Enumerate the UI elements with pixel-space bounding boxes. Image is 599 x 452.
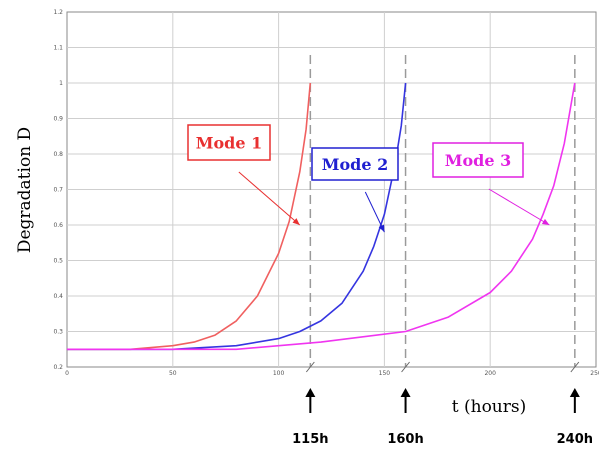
mode-annotations: Mode 1 Mode 2 Mode 3 [187, 124, 550, 233]
y-tick-label: 0.9 [53, 116, 63, 123]
mode-label-box [311, 147, 399, 181]
axis-break-mark [305, 361, 315, 373]
y-tick-label: 0.5 [53, 258, 63, 265]
y-tick-label: 0.8 [53, 151, 63, 158]
event-arrow-head [305, 388, 316, 397]
series-line [67, 82, 312, 351]
mode-label-box [187, 124, 271, 161]
event-label: 160h [387, 432, 423, 447]
annotation-pointer [488, 188, 550, 226]
mode-label-box [432, 142, 524, 178]
y-tick-label: 0.2 [53, 364, 63, 371]
x-tick-label: 0 [65, 370, 69, 377]
event-arrow-head [569, 388, 580, 397]
x-tick-label: 200 [484, 370, 496, 377]
mode-label: Mode 1 [196, 134, 262, 153]
event-arrow-head [400, 388, 411, 397]
x-tick-label: 250 [590, 370, 599, 377]
axis-break-mark [570, 361, 580, 373]
y-tick-label: 0.4 [53, 293, 63, 300]
annotation-arrowhead [378, 224, 385, 233]
y-tick-labels: 0.2 0.3 0.4 0.5 0.6 0.7 0.8 0.9 1 1.1 1.2 [53, 9, 63, 371]
y-tick-label: 1.1 [53, 45, 63, 52]
mode-label: Mode 3 [445, 151, 511, 170]
x-tick-label: 50 [169, 370, 177, 377]
x-tick-label: 100 [273, 370, 285, 377]
event-label: 115h [292, 432, 328, 447]
annotation-arrowhead [292, 218, 300, 225]
event-markers: 115h 160h 240h [292, 55, 593, 447]
x-axis-label: t (hours) [452, 397, 526, 417]
y-tick-label: 0.3 [53, 329, 63, 336]
annotation-arrowhead [541, 218, 550, 225]
y-tick-label: 0.6 [53, 222, 63, 229]
x-tick-labels: 0 50 100 150 200 250 [65, 370, 599, 377]
annotation-pointer [364, 191, 385, 233]
y-tick-label: 1.2 [53, 9, 63, 16]
y-tick-label: 1 [59, 80, 63, 87]
event-label: 240h [557, 432, 593, 447]
x-tick-label: 150 [379, 370, 391, 377]
series-line [67, 82, 576, 351]
mode-label: Mode 2 [322, 155, 388, 174]
annotation-pointer [238, 171, 301, 226]
axis-break-mark [401, 361, 410, 373]
y-axis-label: Degradation D [15, 127, 35, 253]
y-tick-label: 0.7 [53, 187, 63, 194]
